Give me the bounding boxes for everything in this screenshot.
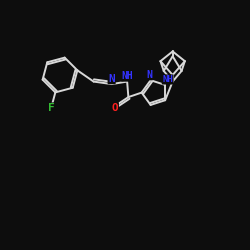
Text: N: N xyxy=(146,70,152,80)
Text: NH: NH xyxy=(162,75,173,84)
Text: O: O xyxy=(112,103,118,113)
Text: N: N xyxy=(108,74,115,84)
Text: F: F xyxy=(48,103,54,113)
Text: NH: NH xyxy=(122,71,134,81)
